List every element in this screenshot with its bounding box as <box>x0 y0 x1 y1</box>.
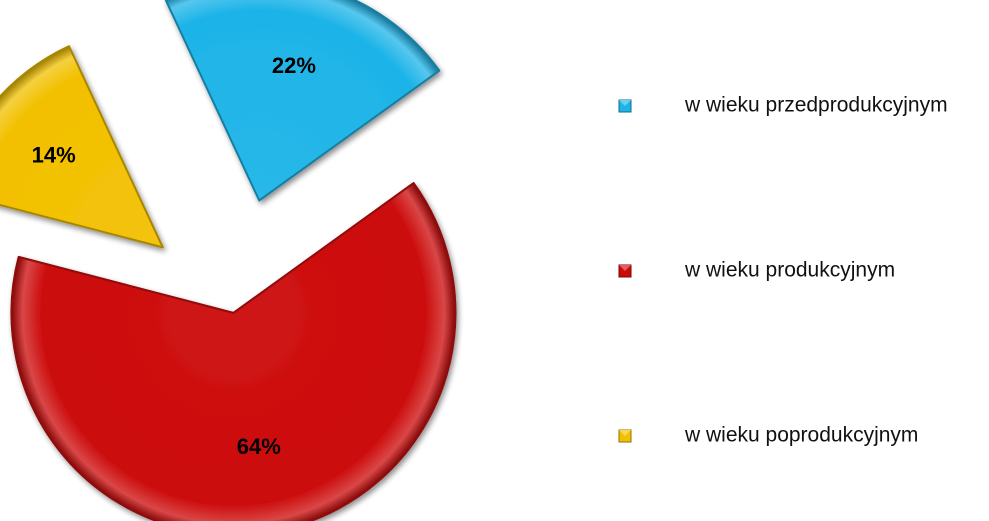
legend-item: w wieku produkcyjnym <box>618 259 895 282</box>
pie-slices <box>0 0 457 521</box>
legend-swatch-highlight <box>619 100 631 106</box>
legend-swatch-highlight <box>619 265 631 271</box>
pie-slice-1 <box>164 0 441 202</box>
legend: w wieku przedprodukcyjnym w wieku produkc… <box>618 94 948 447</box>
pie-slice-3 <box>0 45 164 249</box>
pie-data-label: 14% <box>32 142 76 167</box>
legend-item: w wieku poprodukcyjnym <box>618 424 918 447</box>
pie-data-labels: 22% 64% 14% <box>32 53 316 459</box>
legend-label: w wieku produkcyjnym <box>684 259 895 282</box>
legend-label: w wieku poprodukcyjnym <box>684 424 918 447</box>
legend-swatch-highlight <box>619 430 631 436</box>
legend-item: w wieku przedprodukcyjnym <box>618 94 948 117</box>
pie-data-label: 64% <box>237 434 281 459</box>
pie-data-label: 22% <box>272 53 316 78</box>
pie-slice-2 <box>10 182 457 521</box>
legend-label: w wieku przedprodukcyjnym <box>684 94 948 117</box>
